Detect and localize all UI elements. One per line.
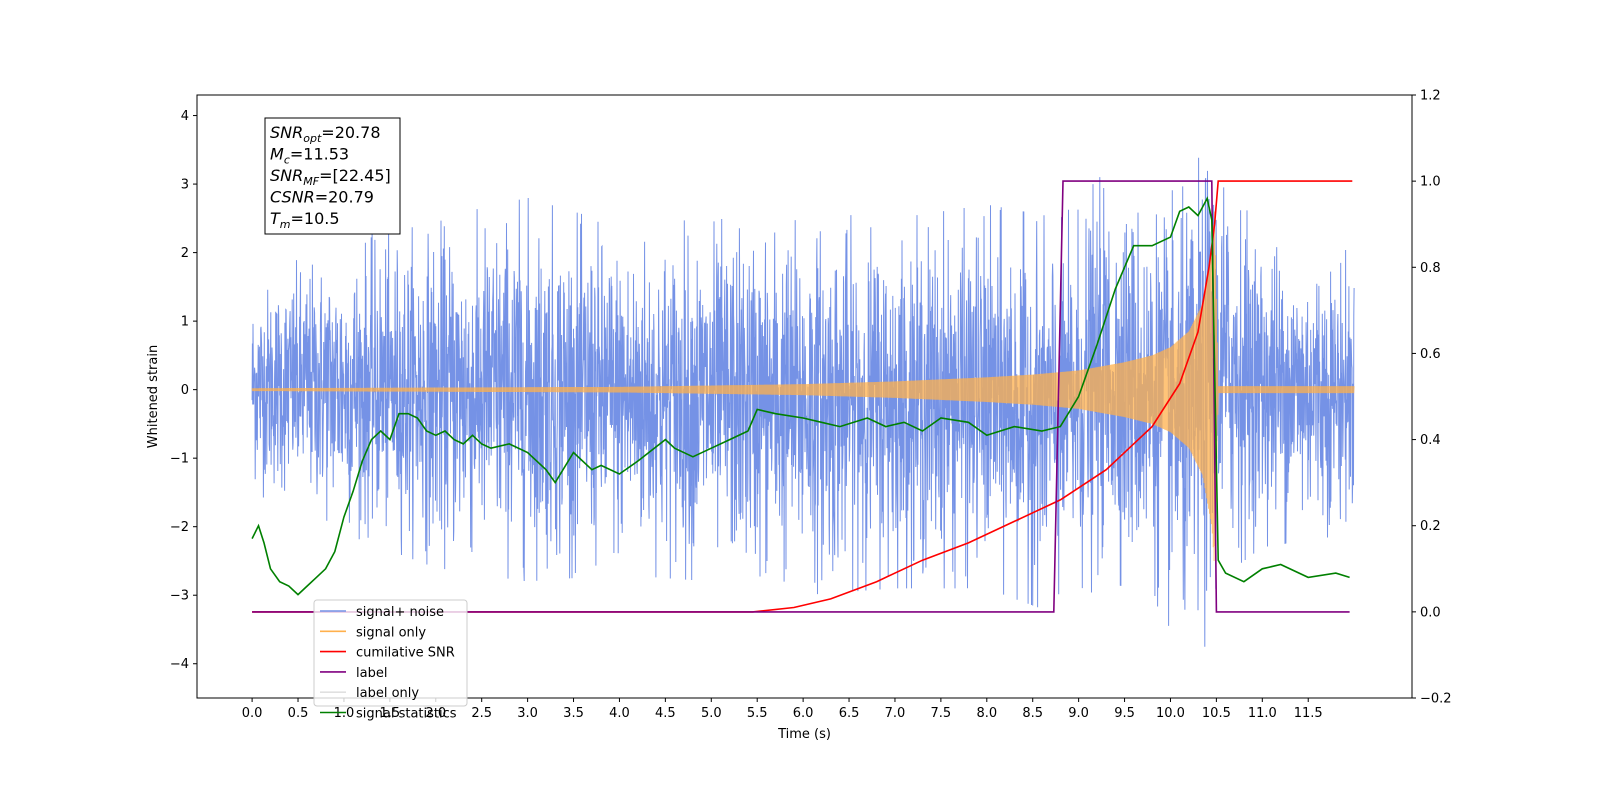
legend-label-label: label: [356, 666, 387, 681]
legend-frame: [313, 599, 468, 707]
info-box-line: SNRMF=[22.45]: [270, 166, 391, 188]
y-tick-label: −1: [170, 452, 189, 467]
series-label-line: [252, 180, 1350, 613]
legend-label-cumilative-snr: cumilative SNR: [356, 646, 455, 661]
legend-label-signal-noise: signal+ noise: [356, 605, 444, 620]
plot-area: [251, 157, 1355, 647]
x-tick-label: 1.5: [380, 706, 401, 721]
y2-tick-label: 0.8: [1420, 261, 1441, 276]
x-tick-label: 0.5: [288, 706, 309, 721]
info-box: SNRopt=20.78Mc=11.53SNRMF=[22.45]CSNR=20…: [264, 117, 401, 235]
y-tick-label: −2: [170, 520, 189, 535]
x-tick-label: 11.0: [1248, 706, 1277, 721]
x-tick-label: 3.5: [563, 706, 584, 721]
x-tick-label: 10.0: [1156, 706, 1185, 721]
axes-frame: [196, 94, 1413, 699]
info-box-line: Mc=11.53: [270, 145, 349, 167]
x-tick-label: 7.0: [885, 706, 906, 721]
series-signal-statistics-line: [251, 196, 1350, 596]
y-tick-label: 0: [181, 383, 189, 398]
y-tick-label: 2: [181, 246, 189, 261]
x-tick-label: 10.5: [1202, 706, 1231, 721]
x-tick-label: 4.5: [655, 706, 676, 721]
info-box-line: CSNR=20.79: [270, 188, 374, 207]
y2-tick-label: 1.2: [1420, 89, 1441, 104]
y2-tick-label: 0.4: [1420, 433, 1441, 448]
x-tick-label: 7.5: [931, 706, 952, 721]
legend-label-label-only: label only: [356, 686, 419, 701]
x-tick-label: 4.0: [609, 706, 630, 721]
x-tick-label: 6.5: [839, 706, 860, 721]
y-tick-label: 1: [181, 315, 189, 330]
x-tick-label: 11.5: [1294, 706, 1323, 721]
y2-tick-label: 0.2: [1420, 519, 1441, 534]
x-tick-label: 5.0: [701, 706, 722, 721]
x-tick-label: 9.0: [1068, 706, 1089, 721]
x-axis: 0.0 0.5 1.0 1.5 2.0 2.5 3.0 3.5 4.0 4.5 5.0 5.5 6.0 6…: [242, 698, 1323, 721]
info-box-line: Tm=10.5: [270, 209, 340, 231]
y2-tick-label: 0.0: [1420, 605, 1441, 620]
y-axis-right: 1.2 1.0 0.8 0.6 0.4 0.2 0.0 −0.2: [1412, 89, 1452, 707]
x-tick-label: 8.0: [976, 706, 997, 721]
legend: signal+ noise signal only cumilative SNR la…: [313, 599, 468, 722]
legend-label-signal-only: signal only: [356, 625, 426, 640]
y2-tick-label: −0.2: [1420, 692, 1452, 707]
y-tick-label: −3: [170, 589, 189, 604]
y2-tick-label: 0.6: [1420, 347, 1441, 362]
legend-label-signal-statistics: signal statistics: [356, 707, 457, 722]
x-tick-label: 8.5: [1022, 706, 1043, 721]
x-tick-label: 0.0: [242, 706, 263, 721]
x-axis-label: Time (s): [777, 727, 831, 742]
y2-tick-label: 1.0: [1420, 175, 1441, 190]
info-box-line: SNRopt=20.78: [270, 123, 381, 145]
x-tick-label: 1.0: [334, 706, 355, 721]
x-tick-label: 9.5: [1114, 706, 1135, 721]
x-tick-label: 2.0: [425, 706, 446, 721]
y-axis-label: Whitened strain: [146, 345, 161, 448]
x-tick-label: 2.5: [471, 706, 492, 721]
y-tick-label: −4: [170, 657, 189, 672]
y-axis-left: 4 3 2 1 0 −1 −2 −3 −4: [170, 109, 197, 672]
x-tick-label: 5.5: [747, 706, 768, 721]
x-tick-label: 3.0: [517, 706, 538, 721]
info-box-frame: [264, 117, 401, 235]
y-tick-label: 3: [181, 178, 189, 193]
series-cumilative-snr-line: [252, 180, 1353, 613]
y-tick-label: 4: [181, 109, 189, 124]
series-signal-only-line: [251, 211, 1355, 562]
x-tick-label: 6.0: [793, 706, 814, 721]
